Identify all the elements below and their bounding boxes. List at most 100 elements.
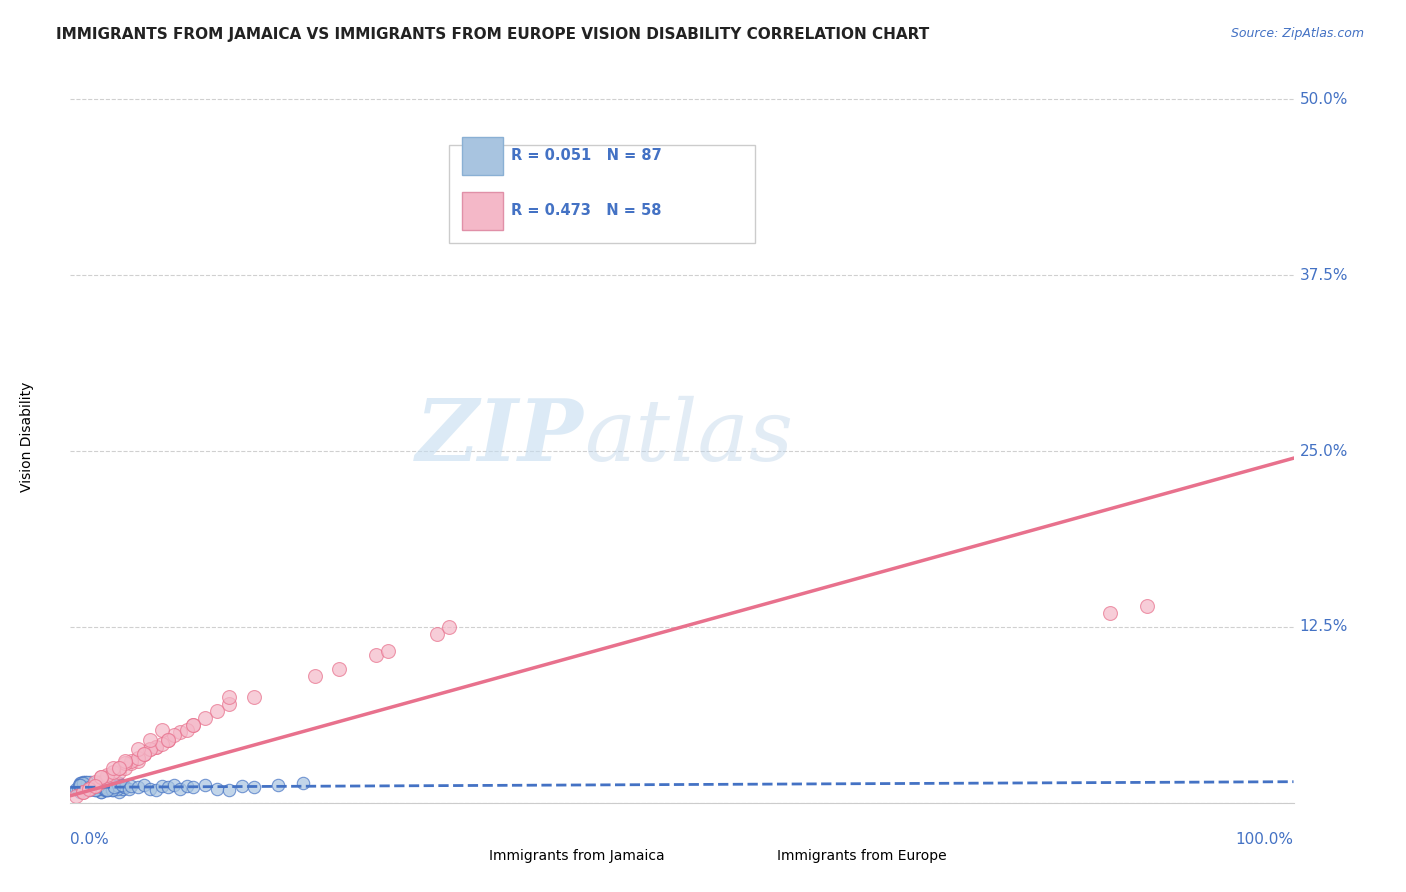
Point (103, 780, 125, 795)
Point (176, 723, 198, 737)
Point (139, 742, 162, 756)
Point (132, 778, 155, 792)
Point (101, 783, 124, 797)
Point (132, 747, 155, 761)
Point (86, 778, 108, 792)
Point (139, 732, 162, 747)
Point (101, 764, 124, 779)
Point (181, 780, 204, 795)
Point (1136, 599, 1159, 613)
Text: 0.0%: 0.0% (70, 832, 110, 847)
FancyBboxPatch shape (441, 844, 482, 869)
Point (132, 747, 155, 761)
Point (82, 780, 104, 795)
Point (377, 644, 399, 658)
Point (114, 780, 136, 795)
Point (93, 779, 115, 793)
Point (157, 732, 180, 747)
Point (77, 780, 100, 795)
Point (96, 783, 118, 797)
Point (194, 778, 217, 792)
Point (72, 774, 94, 789)
Point (114, 756, 136, 771)
Point (111, 778, 134, 792)
Point (1099, 606, 1122, 620)
Point (176, 779, 198, 793)
Point (93, 781, 115, 796)
Text: 100.0%: 100.0% (1236, 832, 1294, 847)
Point (104, 779, 127, 793)
Point (94, 783, 117, 797)
Text: ZIP: ZIP (416, 395, 583, 479)
Point (108, 761, 131, 775)
Point (72, 784, 94, 798)
Point (108, 761, 131, 775)
Point (291, 776, 314, 790)
Point (72, 779, 94, 793)
Point (67, 778, 90, 792)
Point (75, 779, 97, 793)
Point (127, 754, 149, 768)
FancyBboxPatch shape (461, 137, 503, 175)
Point (121, 779, 143, 793)
Point (70, 776, 93, 790)
Point (218, 698, 240, 712)
Point (169, 781, 191, 796)
Text: Immigrants from Europe: Immigrants from Europe (778, 849, 948, 863)
Point (101, 761, 124, 775)
Point (108, 764, 131, 779)
Point (98, 778, 121, 792)
Point (267, 778, 290, 792)
Text: atlas: atlas (583, 396, 793, 478)
Point (93, 783, 115, 797)
Point (91, 780, 114, 795)
Point (83, 778, 105, 792)
FancyBboxPatch shape (450, 145, 755, 244)
Point (96, 767, 118, 781)
Point (145, 739, 167, 754)
Point (79, 781, 101, 796)
Point (90, 771, 112, 785)
Point (108, 784, 131, 798)
Point (90, 784, 112, 798)
Point (77, 781, 100, 796)
Point (84, 783, 107, 797)
Point (83, 779, 105, 793)
Text: Source: ZipAtlas.com: Source: ZipAtlas.com (1230, 27, 1364, 40)
Point (243, 690, 266, 705)
Point (426, 627, 449, 641)
Point (87, 781, 110, 796)
Point (132, 747, 155, 761)
Point (145, 783, 167, 797)
Point (150, 723, 173, 737)
Point (127, 751, 149, 765)
Point (86, 781, 108, 796)
Point (105, 781, 128, 796)
Point (98, 780, 121, 795)
Text: IMMIGRANTS FROM JAMAICA VS IMMIGRANTS FROM EUROPE VISION DISABILITY CORRELATION : IMMIGRANTS FROM JAMAICA VS IMMIGRANTS FR… (56, 27, 929, 42)
Point (111, 781, 134, 796)
Point (77, 781, 100, 796)
Point (127, 780, 149, 795)
Point (439, 620, 461, 634)
Point (112, 779, 135, 793)
Point (83, 774, 105, 789)
Point (66, 781, 89, 796)
Point (105, 779, 128, 793)
Point (194, 711, 217, 725)
Point (100, 780, 122, 795)
Point (91, 779, 114, 793)
Point (83, 783, 105, 797)
Text: 12.5%: 12.5% (1299, 619, 1348, 634)
Point (91, 780, 114, 795)
Point (145, 739, 167, 754)
Point (114, 761, 136, 775)
Point (304, 669, 326, 683)
Point (150, 737, 173, 751)
Point (86, 778, 108, 792)
Point (96, 771, 118, 785)
Point (181, 718, 204, 732)
Text: R = 0.473   N = 58: R = 0.473 N = 58 (510, 202, 661, 218)
Point (157, 732, 180, 747)
Point (83, 778, 105, 792)
